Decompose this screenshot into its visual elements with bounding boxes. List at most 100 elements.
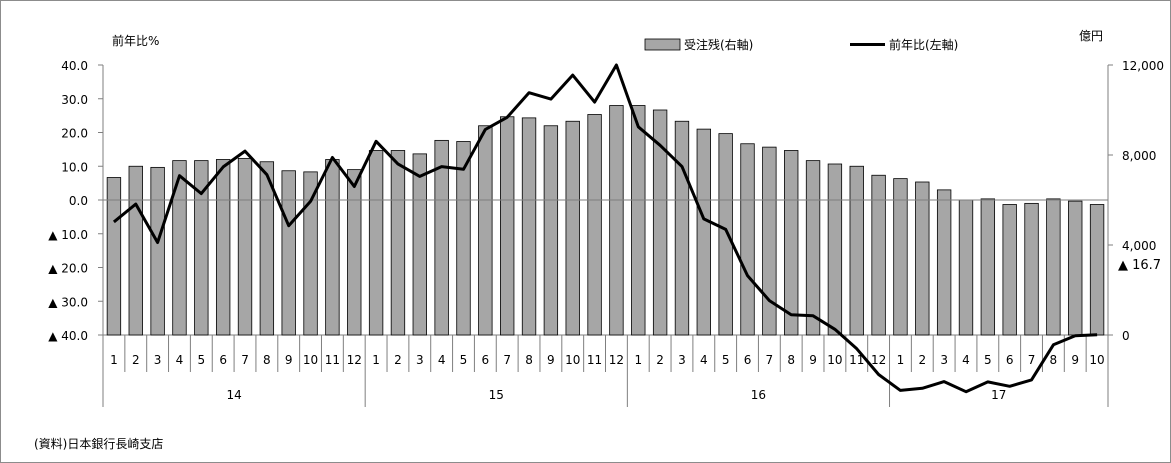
month-label: 12: [609, 353, 624, 367]
right-tick-label: 12,000: [1122, 59, 1164, 73]
left-tick-label: 0.0: [69, 194, 88, 208]
month-label: 3: [678, 353, 686, 367]
bar: [390, 150, 406, 336]
month-label: 11: [587, 353, 602, 367]
left-tick-label: 30.0: [61, 93, 88, 107]
month-label: 8: [787, 353, 795, 367]
month-label: 3: [416, 353, 424, 367]
month-label: 9: [809, 353, 817, 367]
left-tick-label: ▲ 10.0: [48, 228, 88, 242]
bar: [194, 160, 209, 336]
month-label: 11: [849, 353, 864, 367]
bar: [456, 141, 471, 336]
month-label: 5: [984, 353, 992, 367]
bar: [478, 125, 493, 336]
month-label: 3: [154, 353, 162, 367]
bar: [762, 146, 777, 336]
left-tick-label: ▲ 30.0: [48, 295, 88, 309]
month-label: 6: [744, 353, 752, 367]
month-label: 9: [1071, 353, 1079, 367]
month-label: 7: [503, 353, 511, 367]
right-axis-title: 億円: [1079, 29, 1103, 43]
month-label: 7: [766, 353, 774, 367]
month-label: 7: [1028, 353, 1036, 367]
bar: [893, 178, 908, 336]
left-axis-title: 前年比%: [112, 33, 159, 48]
year-label: 16: [751, 388, 766, 402]
month-label: 4: [962, 353, 970, 367]
bar: [500, 116, 515, 336]
bar-series: [103, 105, 1108, 336]
bar: [1089, 204, 1105, 336]
bar: [150, 166, 165, 336]
month-label: 11: [325, 353, 340, 367]
bar: [521, 117, 537, 336]
bar: [434, 139, 449, 336]
bar: [1068, 200, 1083, 336]
bar: [543, 125, 559, 336]
bar: [1024, 202, 1039, 336]
legend-bar-label: 受注残(右軸): [684, 37, 753, 52]
bar: [740, 143, 755, 336]
right-tick-label: 0: [1122, 329, 1130, 343]
line-series: [112, 63, 1098, 394]
right-tick-label: 4,000: [1122, 239, 1156, 253]
month-label: 2: [394, 353, 402, 367]
bar: [827, 163, 843, 336]
month-label: 8: [263, 353, 271, 367]
month-label: 12: [347, 353, 362, 367]
month-label: 5: [197, 353, 205, 367]
month-label: 6: [219, 353, 227, 367]
last-value-label: ▲ 16.7: [1118, 258, 1161, 273]
bar: [128, 165, 143, 336]
month-label: 5: [460, 353, 468, 367]
month-label: 4: [438, 353, 446, 367]
month-label: 8: [525, 353, 533, 367]
bar: [784, 150, 799, 336]
month-label: 5: [722, 353, 730, 367]
bar: [281, 170, 296, 336]
legend-bar-swatch: [644, 38, 681, 51]
tick-labels: 40.0 30.0 20.0 10.0 0.0 ▲ 10.0 ▲ 20.0 ▲ 30.0 ▲ 4…: [48, 59, 1164, 402]
left-tick-label: ▲ 20.0: [48, 262, 88, 276]
month-label: 1: [372, 353, 380, 367]
bar: [631, 105, 646, 336]
month-label: 6: [1006, 353, 1014, 367]
bar: [652, 109, 668, 336]
bar: [936, 189, 952, 336]
yoy-line: [112, 63, 1098, 394]
bar: [849, 165, 864, 336]
month-label: 10: [565, 353, 580, 367]
bar: [871, 174, 886, 336]
bar: [412, 153, 427, 336]
month-label: 2: [132, 353, 140, 367]
year-label: 15: [489, 388, 504, 402]
month-label: 1: [634, 353, 642, 367]
year-label: 14: [226, 388, 241, 402]
month-label: 9: [547, 353, 555, 367]
left-tick-label: 40.0: [61, 59, 88, 73]
month-label: 12: [871, 353, 886, 367]
bar: [915, 181, 930, 336]
legend: 受注残(右軸) 前年比(左軸): [644, 37, 958, 52]
right-tick-label: 8,000: [1122, 149, 1156, 163]
left-tick-label: 10.0: [61, 160, 88, 174]
bar: [106, 177, 122, 336]
bar: [609, 105, 624, 336]
bar: [980, 198, 996, 336]
month-label: 4: [700, 353, 708, 367]
bar: [172, 160, 187, 336]
month-label: 1: [110, 353, 118, 367]
bar: [325, 159, 340, 336]
left-tick-label: 20.0: [61, 127, 88, 141]
legend-line-label: 前年比(左軸): [889, 37, 958, 52]
bar: [1046, 198, 1061, 336]
month-label: 9: [285, 353, 293, 367]
left-tick-label: ▲ 40.0: [48, 329, 88, 343]
bar: [718, 133, 733, 336]
source-note: (資料)日本銀行長崎支店: [34, 437, 163, 451]
bar: [674, 120, 690, 336]
month-label: 4: [176, 353, 184, 367]
bar: [696, 128, 711, 336]
